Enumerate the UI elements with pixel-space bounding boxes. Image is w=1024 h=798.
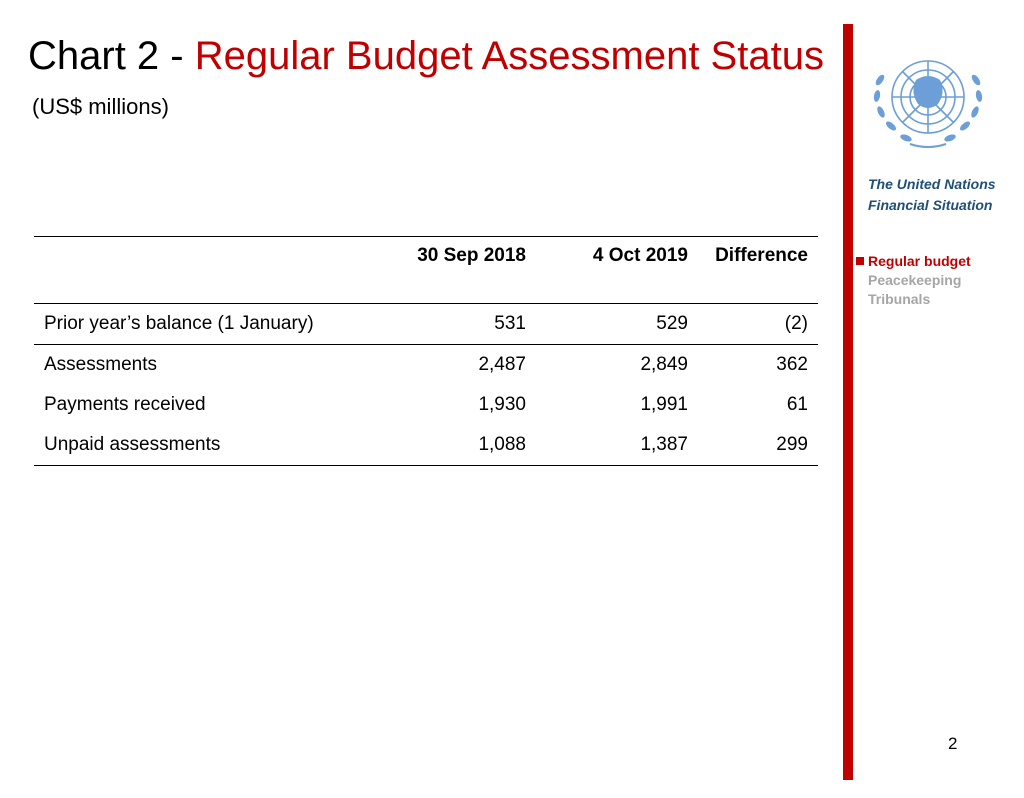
cell-sep-2018: 1,930	[478, 394, 526, 415]
row-label: Payments received	[44, 394, 206, 415]
table-header-row: 30 Sep 2018 4 Oct 2019 Difference	[34, 236, 818, 304]
column-header-difference: Difference	[698, 236, 818, 304]
row-label: Unpaid assessments	[34, 425, 366, 466]
title-prefix: Chart 2 -	[28, 34, 195, 78]
cell-difference: 362	[776, 354, 808, 375]
nav-item-regular-budget[interactable]: Regular budget	[856, 252, 971, 271]
table-row: Unpaid assessments 1,088 1,387 299	[34, 425, 818, 466]
cell-sep-2018: 531	[366, 303, 536, 345]
sidebar-title-line2: Financial Situation	[868, 197, 993, 213]
cell-difference: 61	[786, 394, 808, 415]
cell-oct-2019: 1,991	[640, 394, 688, 415]
title-main: Regular Budget Assessment Status	[194, 34, 824, 78]
divider-bar	[843, 24, 853, 780]
nav-item-label: Peacekeeping	[868, 272, 962, 288]
sidebar-nav: Regular budget Peacekeeping Tribunals	[856, 252, 971, 309]
active-marker-icon	[856, 257, 864, 265]
column-header-sep-2018: 30 Sep 2018	[366, 236, 536, 304]
row-label: Assessments	[44, 354, 157, 375]
assessment-table: 30 Sep 2018 4 Oct 2019 Difference Prior …	[34, 236, 818, 466]
un-emblem-icon	[873, 60, 983, 148]
nav-item-label: Tribunals	[868, 291, 931, 307]
nav-item-peacekeeping[interactable]: Peacekeeping	[856, 271, 971, 290]
page-title: Chart 2 - Regular Budget Assessment Stat…	[28, 32, 824, 80]
cell-difference: (2)	[698, 303, 818, 345]
column-header-label	[34, 236, 366, 304]
row-label: Prior year’s balance (1 January)	[34, 303, 366, 345]
page-number: 2	[948, 734, 958, 753]
page-subtitle: (US$ millions)	[32, 94, 169, 119]
cell-sep-2018: 2,487	[478, 354, 526, 375]
nav-item-label: Regular budget	[868, 253, 971, 269]
table-row: Prior year’s balance (1 January) 531 529…	[34, 303, 818, 345]
cell-sep-2018: 1,088	[366, 425, 536, 466]
cell-oct-2019: 2,849	[640, 354, 688, 375]
cell-oct-2019: 529	[536, 303, 698, 345]
table-row: Assessments 2,487 2,849 362	[34, 345, 818, 386]
sidebar-title-line1: The United Nations	[868, 176, 996, 192]
cell-difference: 299	[698, 425, 818, 466]
sidebar-title: The United Nations Financial Situation	[868, 174, 996, 216]
column-header-oct-2019: 4 Oct 2019	[536, 236, 698, 304]
nav-item-tribunals[interactable]: Tribunals	[856, 290, 971, 309]
cell-oct-2019: 1,387	[536, 425, 698, 466]
table-row: Payments received 1,930 1,991 61	[34, 385, 818, 425]
